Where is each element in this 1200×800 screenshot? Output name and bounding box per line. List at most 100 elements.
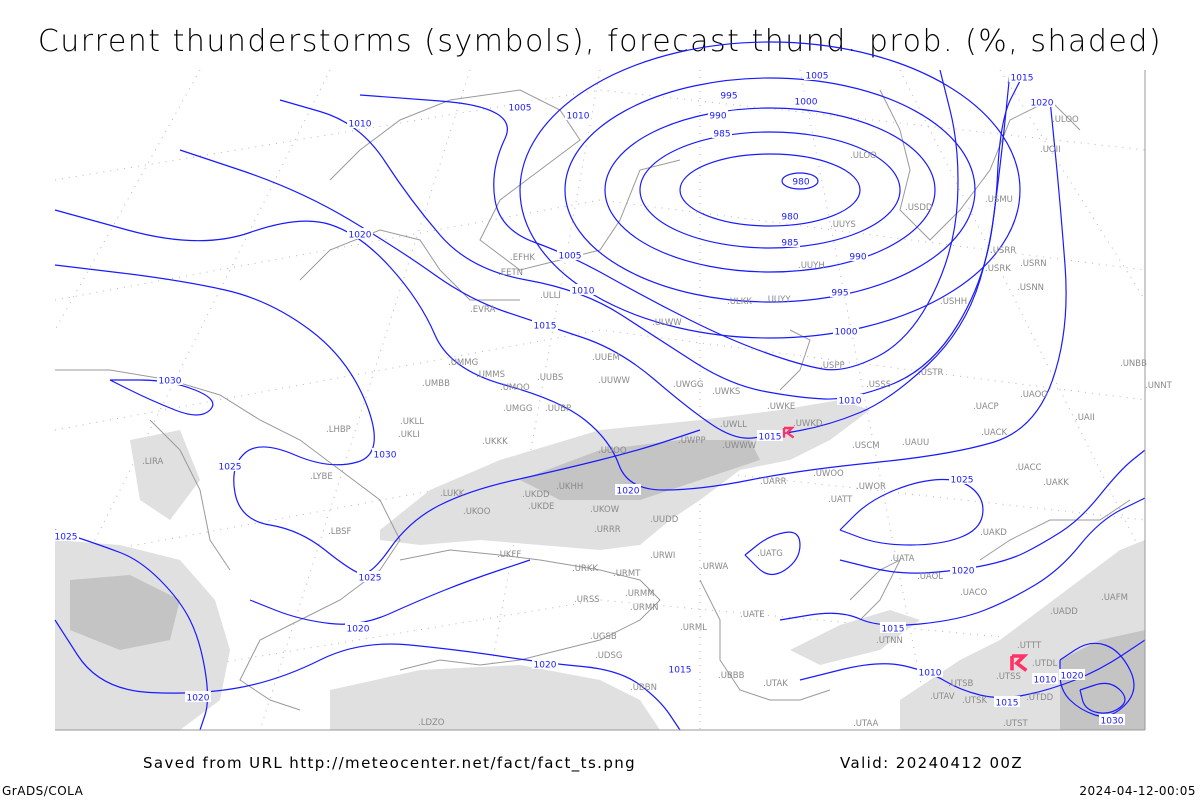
- isobar-label: 1025: [951, 476, 974, 486]
- isobar-line: [109, 379, 214, 416]
- coastline: [779, 329, 811, 391]
- station-label: .UMOO: [500, 383, 530, 393]
- isobar-label-bg: [780, 210, 800, 221]
- isobar-label: 1010: [839, 397, 862, 407]
- station-label: .UNNT: [1145, 381, 1173, 391]
- station-label: .UWOO: [813, 469, 844, 479]
- station-label: .UTAV: [930, 692, 955, 702]
- generated-timestamp: 2024-04-12-00:05: [1079, 784, 1196, 798]
- station-label: .UWKD: [793, 419, 823, 429]
- station-label: .USTR: [918, 368, 944, 378]
- station-label: .UTSK: [962, 696, 988, 706]
- station-label: .UKDE: [528, 502, 554, 512]
- station-label: .UTTT: [1017, 641, 1042, 651]
- isobar-line: [54, 619, 681, 731]
- isobar-line: [1079, 682, 1126, 714]
- station-label: .UUOO: [598, 446, 627, 456]
- isobar-line: [744, 531, 801, 575]
- isobar-label: 1000: [835, 328, 858, 338]
- isobar-label: 1030: [1101, 717, 1124, 727]
- isobar-label: 995: [720, 92, 737, 102]
- isobar-label: 1020: [347, 625, 370, 635]
- isobar-label: 990: [849, 253, 866, 263]
- coastline: [149, 419, 231, 571]
- station-label: .UUYY: [765, 295, 791, 305]
- station-label: .UAOL: [917, 572, 943, 582]
- station-label: .UMMG: [448, 358, 478, 368]
- isobar-label-bg: [615, 484, 641, 495]
- isobar-label: 1010: [572, 287, 595, 297]
- station-label: .UTNN: [876, 636, 903, 646]
- station-label: .USRK: [985, 264, 1011, 274]
- isobar-line: [839, 478, 984, 546]
- station-label: .UTAA: [853, 719, 879, 729]
- isobar-label-bg: [357, 571, 383, 582]
- station-label: .USRR: [990, 246, 1016, 256]
- station-label: .USDD: [905, 203, 933, 213]
- station-label: .URWI: [650, 551, 675, 561]
- station-label: .UUBP: [545, 404, 571, 414]
- station-label: .UMMS: [476, 370, 505, 380]
- station-label: .URMM: [625, 589, 655, 599]
- station-label: .ULLI: [540, 291, 561, 301]
- station-label: .UKLL: [400, 417, 424, 427]
- isobar-label-bg: [708, 109, 728, 120]
- isobar-label: 1010: [567, 112, 590, 122]
- isobar-label-bg: [833, 325, 859, 336]
- station-label: .USHH: [940, 297, 967, 307]
- isobar-label: 1015: [534, 322, 557, 332]
- isobar-line: [564, 77, 976, 303]
- grid-line: [899, 69, 1146, 561]
- isobar-label: 985: [713, 130, 730, 140]
- isobar-line: [679, 153, 861, 227]
- isobar-label-bg: [880, 622, 906, 633]
- station-label: .ULOO: [1052, 115, 1079, 125]
- isobar-label-bg: [712, 127, 732, 138]
- isobar-label: 1010: [349, 120, 372, 130]
- station-label: .UUBS: [537, 373, 563, 383]
- station-label: .UACO: [960, 588, 988, 598]
- isobar-label-bg: [667, 663, 693, 674]
- station-label: .ULKK: [727, 297, 752, 307]
- station-label: .ULOO: [850, 151, 877, 161]
- isobar-label-bg: [347, 117, 373, 128]
- isobar-label: 1015: [996, 699, 1019, 709]
- station-label: .UUWW: [598, 376, 631, 386]
- station-label: .UWWW: [722, 441, 757, 451]
- coastline: [979, 499, 1131, 561]
- isobar-label: 1025: [219, 463, 242, 473]
- isobar-label-bg: [1059, 669, 1085, 680]
- station-label: .URKK: [572, 564, 598, 574]
- isobar-label: 980: [792, 178, 809, 188]
- station-label: .UMGG: [503, 404, 532, 414]
- station-label: .EETN: [498, 268, 523, 278]
- probability-shade-area: [70, 575, 180, 650]
- isobar-label-bg: [994, 696, 1020, 707]
- thunderstorm-icon-stroke: [782, 426, 795, 439]
- isobar-label: 1015: [882, 625, 905, 635]
- station-label: .URMN: [630, 603, 659, 613]
- station-label: .UAII: [1075, 413, 1095, 423]
- coastline: [399, 549, 661, 671]
- isobar-label: 1020: [617, 487, 640, 497]
- isobar-label-bg: [345, 622, 371, 633]
- station-label: .UKOW: [590, 505, 620, 515]
- station-label: .UWPP: [678, 436, 706, 446]
- coastline: [849, 558, 902, 621]
- station-label: .UKHH: [556, 482, 583, 492]
- station-label: .UTAK: [763, 679, 788, 689]
- grid-line: [54, 89, 1146, 181]
- isobar-label-bg: [185, 691, 211, 702]
- thunderstorm-icon: [782, 426, 795, 439]
- probability-shade-area: [520, 440, 760, 500]
- coastline: [699, 579, 831, 701]
- station-label: .UUEM: [592, 353, 620, 363]
- isobar-label-bg: [53, 530, 79, 541]
- valid-time-text: Valid: 20240412 00Z: [840, 754, 1024, 772]
- isobar-label: 995: [831, 289, 848, 299]
- isobars: [54, 41, 1146, 731]
- isobar-label-bg: [949, 473, 975, 484]
- station-label: .UATA: [890, 554, 915, 564]
- isobar-label: 1010: [919, 669, 942, 679]
